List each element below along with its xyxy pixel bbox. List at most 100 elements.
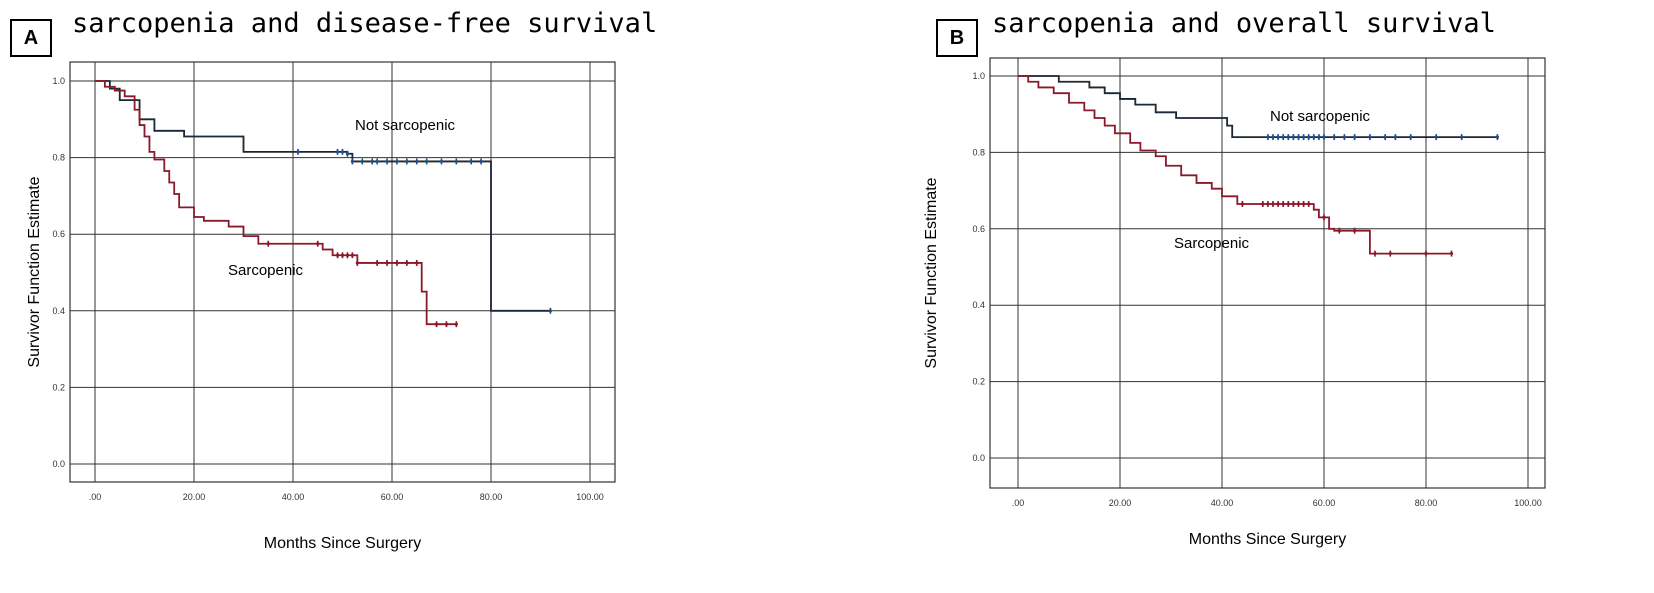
censor-dot <box>370 159 374 164</box>
curve-annotation: Not sarcopenic <box>355 117 456 134</box>
censor-dot <box>1302 202 1306 206</box>
survival-curve <box>95 80 551 312</box>
x-tick-label: 100.00 <box>576 492 604 502</box>
censor-dot <box>454 159 458 164</box>
censor-dot <box>340 253 345 257</box>
censor-dot <box>1332 135 1336 139</box>
censor-dot <box>1434 135 1438 139</box>
y-tick-label: 1.0 <box>972 71 985 81</box>
panel-label: B <box>936 19 978 57</box>
censor-dot <box>345 152 350 156</box>
y-tick-label: 1.0 <box>52 76 65 86</box>
y-tick-label: 0.6 <box>972 224 985 234</box>
y-axis-label: Survivor Function Estimate <box>923 177 940 368</box>
censor-dot <box>425 159 429 164</box>
censor-dot <box>479 159 483 164</box>
censor-dot <box>1307 135 1311 139</box>
curve-annotation: Sarcopenic <box>1174 235 1250 252</box>
censor-dot <box>1337 229 1341 233</box>
censor-dot <box>360 159 364 164</box>
x-tick-label: 60.00 <box>1313 498 1336 508</box>
chart-title: sarcopenia and overall survival <box>992 8 1496 39</box>
censor-dot <box>1393 135 1397 139</box>
censor-dot <box>548 309 553 313</box>
plot-frame <box>69 61 616 483</box>
censor-dot <box>1266 135 1270 139</box>
censor-dot <box>1353 229 1357 233</box>
censor-dot <box>434 322 439 326</box>
censor-dot <box>454 322 458 326</box>
censor-dot <box>1281 135 1285 139</box>
censor-dot <box>1266 202 1270 206</box>
censor-dot <box>1271 135 1275 139</box>
x-tick-label: 20.00 <box>1109 498 1132 508</box>
x-tick-label: 40.00 <box>1211 498 1234 508</box>
survival-curve-tint <box>1018 75 1452 255</box>
x-tick-label: 100.00 <box>1514 498 1542 508</box>
censor-dot <box>1286 202 1290 206</box>
censor-dot <box>1353 135 1357 139</box>
y-axis-label: Survivor Function Estimate <box>26 176 43 367</box>
censor-dot <box>335 150 340 154</box>
censor-dot <box>1373 252 1377 256</box>
plot-frame <box>989 57 1546 489</box>
censor-dot <box>1388 252 1392 256</box>
censor-dot <box>1409 135 1413 139</box>
series-not-sarcopenic <box>95 80 553 314</box>
km-plot: .00 20.00 40.00 60.00 80.00 100.00 0.0 0.2 0.4 0.… <box>26 61 616 552</box>
survival-curve <box>1018 75 1498 139</box>
censor-dot <box>1449 252 1454 256</box>
curve-annotation: Sarcopenic <box>228 262 304 279</box>
censor-dot <box>385 159 389 164</box>
censor-dot <box>375 261 379 265</box>
censor-dot <box>1312 135 1316 139</box>
y-tick-label: 0.2 <box>52 382 65 392</box>
curve-annotation: Not sarcopenic <box>1270 108 1371 125</box>
chart-panel-b: B sarcopenia and overall survival .00 20.… <box>922 0 1654 593</box>
censor-dot <box>1460 135 1464 139</box>
censor-dot <box>1271 202 1275 206</box>
y-tick-label: 0.0 <box>972 453 985 463</box>
censor-dot <box>1240 202 1244 206</box>
y-tick-label: 0.8 <box>52 153 65 163</box>
censor-dot <box>296 150 300 154</box>
censor-dot <box>1281 202 1285 206</box>
panel-label: A <box>10 19 52 57</box>
series-sarcopenic <box>1018 75 1454 257</box>
censor-dot <box>1368 135 1372 139</box>
censor-dot <box>340 150 345 154</box>
censor-dot <box>1276 135 1280 139</box>
censor-dot <box>415 159 419 164</box>
censor-dot <box>1322 135 1326 139</box>
x-tick-label: 60.00 <box>381 492 404 502</box>
survival-curve-tint <box>95 80 457 325</box>
x-tick-label: 80.00 <box>480 492 503 502</box>
x-tick-label: 80.00 <box>1415 498 1438 508</box>
censor-dot <box>469 159 473 164</box>
censor-dot <box>1317 135 1321 139</box>
y-tick-label: 0.8 <box>972 147 985 157</box>
censor-dot <box>395 159 399 164</box>
censor-dot <box>355 261 359 265</box>
chart-title: sarcopenia and disease-free survival <box>72 8 658 39</box>
series-not-sarcopenic <box>1018 75 1499 141</box>
censor-dot <box>1307 202 1311 206</box>
censor-dot <box>1302 135 1306 139</box>
censor-dot <box>345 253 350 257</box>
censor-dot <box>439 159 444 164</box>
censor-dot <box>1342 135 1346 139</box>
x-tick-label: .00 <box>89 492 102 502</box>
chart-panel-a: A sarcopenia and disease-free survival .… <box>10 8 658 552</box>
censor-dot <box>444 322 449 326</box>
y-tick-label: 0.2 <box>972 377 985 387</box>
y-tick-label: 0.6 <box>52 229 65 239</box>
censor-dot <box>395 261 399 265</box>
censor-dot <box>385 261 389 265</box>
y-tick-label: 0.4 <box>52 306 65 316</box>
x-axis-label: Months Since Surgery <box>264 535 421 552</box>
censor-dot <box>1296 135 1301 139</box>
censor-dot <box>350 159 354 164</box>
censor-dot <box>405 159 409 164</box>
x-tick-label: .00 <box>1012 498 1025 508</box>
x-axis-label: Months Since Surgery <box>1189 531 1346 548</box>
